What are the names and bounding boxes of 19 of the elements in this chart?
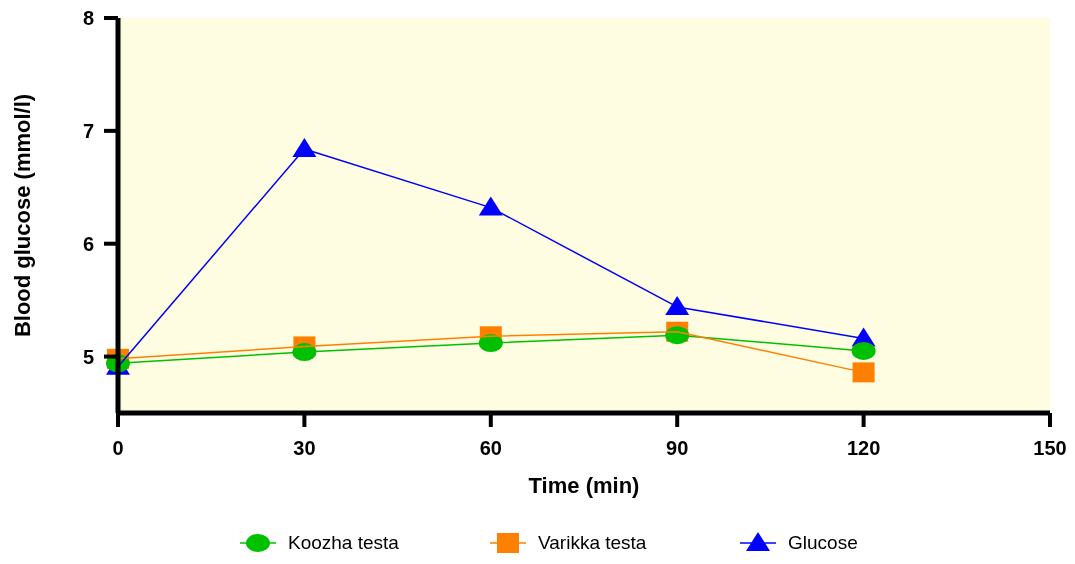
point — [852, 362, 875, 383]
point — [851, 341, 876, 360]
x-tick-label: 150 — [1033, 437, 1067, 459]
legend-label: Varikka testa — [538, 532, 647, 553]
x-axis-title: Time (min) — [528, 473, 640, 498]
point — [478, 196, 503, 216]
x-tick-label: 0 — [112, 437, 124, 459]
x-tick-label: 90 — [666, 437, 689, 459]
legend-label: Glucose — [788, 532, 858, 553]
y-tick-label: 8 — [82, 7, 94, 29]
y-axis-title: Blood glucose (mmol/l) — [10, 93, 35, 338]
legend-label: Koozha testa — [288, 532, 400, 553]
x-tick-label: 60 — [479, 437, 502, 459]
x-tick-label: 120 — [846, 437, 881, 459]
y-tick-label: 6 — [82, 232, 94, 255]
x-tick-label: 30 — [293, 437, 316, 459]
point — [665, 295, 690, 315]
y-tick-label: 7 — [82, 119, 94, 142]
y-tick-label: 5 — [82, 345, 94, 368]
